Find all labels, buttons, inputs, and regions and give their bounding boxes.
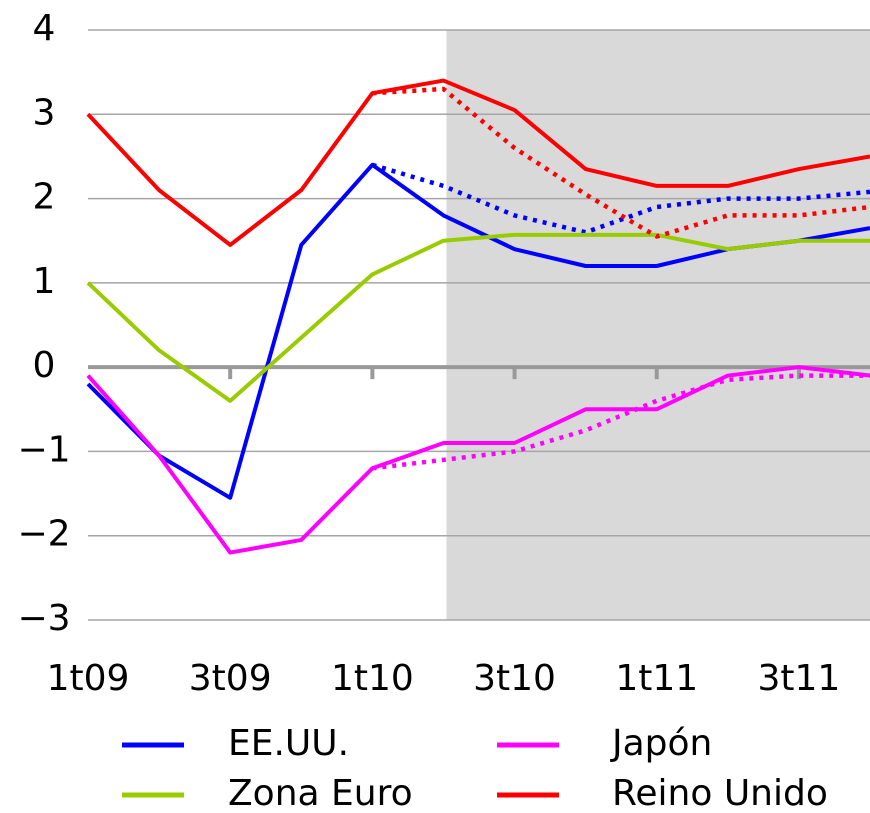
y-tick-label: 4 bbox=[33, 8, 56, 49]
legend-label: Japón bbox=[610, 723, 712, 764]
y-tick-label: 2 bbox=[33, 177, 56, 218]
legend-label: EE.UU. bbox=[228, 723, 349, 764]
series-line bbox=[86, 78, 870, 247]
y-tick-label: −2 bbox=[17, 514, 70, 555]
y-tick-label: 1 bbox=[33, 261, 56, 302]
x-tick-label: 3t11 bbox=[757, 658, 840, 699]
y-tick-label: −1 bbox=[17, 429, 70, 470]
y-tick-label: −3 bbox=[17, 598, 70, 639]
y-tick-label: 0 bbox=[33, 345, 56, 386]
forecast-line bbox=[371, 162, 870, 235]
legend-label: Zona Euro bbox=[228, 773, 413, 813]
legend-label: Reino Unido bbox=[612, 773, 828, 813]
x-tick-label: 1t10 bbox=[331, 658, 414, 699]
x-tick-label: 1t09 bbox=[47, 658, 130, 699]
x-tick-label: 3t10 bbox=[473, 658, 556, 699]
y-tick-label: 3 bbox=[33, 92, 56, 133]
forecast-line bbox=[372, 373, 870, 471]
x-tick-label: 3t09 bbox=[189, 658, 272, 699]
x-tick-label: 1t11 bbox=[615, 658, 698, 699]
series-line bbox=[86, 232, 870, 403]
forecast-shade bbox=[446, 30, 870, 620]
series-line bbox=[86, 365, 870, 555]
